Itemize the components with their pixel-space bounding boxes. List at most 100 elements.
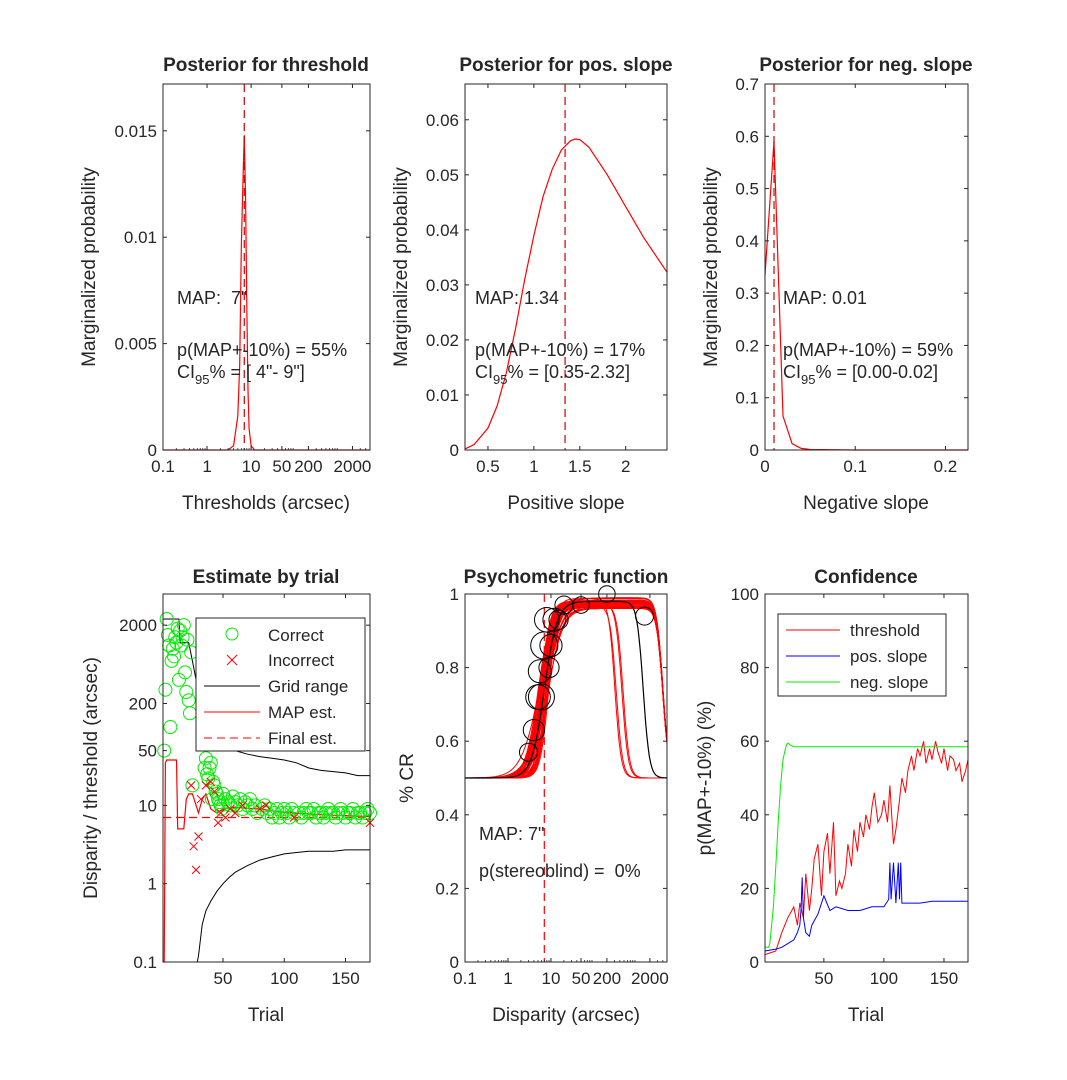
incorrect-mark-stroke — [210, 787, 219, 796]
ci-rest: % = [0.00-0.02] — [815, 362, 938, 382]
incorrect-mark-stroke — [196, 794, 206, 804]
x-axis-label: Thresholds (arcsec) — [182, 493, 350, 514]
incorrect-mark-stroke — [230, 808, 240, 818]
y-tick-label: 0.005 — [114, 335, 157, 354]
panel-pos-slope-posterior: Posterior for pos. slope 0.5 1 1.5 200.010.… — [391, 55, 673, 514]
legend-label-correct: Correct — [268, 626, 324, 645]
x-tick-label: 100 — [870, 969, 898, 988]
axis-ticks: 50 100 150 0.1 1 10 50 200 2000 — [119, 594, 370, 988]
ci-prefix: CI — [475, 362, 493, 382]
incorrect-mark-stroke — [213, 818, 223, 828]
incorrect-trial-marker — [289, 813, 299, 822]
y-axis-label: Marginalized probability — [701, 167, 722, 367]
pmap-annotation: p(MAP+-10%) = 17% — [475, 340, 645, 360]
y-tick-label: 0.02 — [426, 331, 459, 350]
y-tick-label: 0.2 — [735, 336, 759, 355]
legend-box — [195, 617, 366, 752]
y-tick-label: 0.01 — [426, 386, 459, 405]
x-tick-label: 2 — [621, 457, 630, 476]
correct-trial-marker — [269, 801, 284, 816]
correct-trial-marker — [160, 627, 175, 642]
x-tick-label: 150 — [930, 969, 958, 988]
map-annotation: MAP: 0.01 — [783, 288, 867, 308]
correct-trial-marker — [282, 810, 297, 825]
confidence-line-pos-slope — [764, 862, 968, 952]
y-tick-label: 80 — [740, 659, 759, 678]
correct-trial-marker — [287, 805, 302, 820]
correct-trial-marker — [331, 805, 346, 820]
y-tick-label: 0.1 — [133, 953, 157, 972]
y-tick-label: 0.1 — [735, 389, 759, 408]
y-tick-label: 50 — [138, 742, 157, 761]
incorrect-mark-stroke — [226, 804, 235, 814]
x-axis-label: Positive slope — [507, 493, 624, 514]
data-point-marker — [635, 606, 655, 626]
axes-box — [162, 83, 371, 451]
y-axis-label: Marginalized probability — [79, 167, 100, 367]
y-tick-label: 0 — [750, 953, 759, 972]
ci-subscript: 95 — [195, 372, 209, 387]
map-estimate-line — [163, 759, 371, 963]
panel-threshold-posterior: Posterior for threshold 0.1 1 10 50 200 20000… — [79, 55, 371, 514]
map-annotation: MAP: 7" — [479, 824, 544, 844]
axis-ticks: 0.1 1 10 50 200 2000 0 0.005 0.01 0.015 — [114, 84, 371, 476]
confidence-line-threshold — [764, 741, 969, 956]
stereoblind-annotation: p(stereoblind) = 0% — [479, 861, 641, 881]
y-tick-label: 100 — [731, 585, 759, 604]
panel-title: Confidence — [814, 567, 917, 588]
data-point-marker — [548, 609, 569, 630]
x-tick-label: 50 — [814, 969, 833, 988]
legend-label-neg-slope: neg. slope — [850, 673, 928, 692]
ci-annotation: CI95% = [ 4"- 9"] — [177, 362, 305, 387]
incorrect-trial-marker — [201, 781, 211, 790]
y-tick-label: 10 — [138, 796, 157, 815]
y-tick-label: 0 — [450, 953, 459, 972]
map-annotation: MAP: 1.34 — [475, 288, 559, 308]
legend-label-map-est: MAP est. — [268, 703, 337, 722]
correct-trial-marker — [208, 784, 223, 799]
incorrect-trial-marker — [221, 813, 230, 822]
data-point-marker — [534, 606, 560, 633]
x-tick-label: 2000 — [334, 457, 372, 476]
y-axis-label: % CR — [397, 753, 418, 803]
x-tick-label: 50 — [214, 969, 233, 988]
legend-label-threshold: threshold — [850, 621, 920, 640]
data-point-marker — [538, 657, 560, 679]
panel-confidence: Confidence 50 100 150 0 20 40 60 80 100 Trial p(… — [695, 567, 969, 1026]
axis-ticks: 0.1 1 10 50 200 2000 0 0.2 0.4 0.6 0.8 1 — [435, 585, 668, 988]
ci-annotation: CI95% = [0.00-0.02] — [783, 362, 938, 387]
correct-trial-marker — [333, 801, 348, 816]
correct-trial-marker — [157, 743, 172, 758]
y-axis-label: Disparity / threshold (arcsec) — [81, 657, 102, 899]
x-tick-label: 10 — [542, 969, 561, 988]
y-tick-label: 0 — [148, 441, 157, 460]
incorrect-trial-marker — [238, 801, 247, 810]
correct-trial-marker — [163, 720, 178, 735]
legend: threshold pos. slope neg. slope — [777, 613, 947, 697]
incorrect-mark-stroke — [221, 813, 230, 822]
y-tick-label: 40 — [740, 806, 759, 825]
y-tick-label: 0.5 — [735, 180, 759, 199]
grid-range-lower-line — [163, 849, 370, 963]
plot-area: 0.5 1 1.5 2 0 0.01 0.02 0.03 0.04 0.05 0.06 — [426, 84, 668, 476]
panel-title: Posterior for pos. slope — [459, 55, 672, 76]
data-point-marker — [542, 607, 567, 632]
y-tick-label: 200 — [129, 694, 157, 713]
x-tick-label: 0.1 — [151, 457, 175, 476]
y-tick-label: 0.2 — [435, 879, 459, 898]
incorrect-trial-marker — [210, 787, 219, 796]
correct-trial-marker — [274, 805, 289, 820]
x-axis-label: Negative slope — [803, 493, 929, 514]
plot-area: 50 100 150 0.1 1 10 50 200 2000 — [119, 594, 377, 988]
incorrect-trial-marker — [194, 832, 203, 841]
axes-box — [464, 593, 668, 963]
correct-trial-marker — [306, 801, 321, 816]
correct-trial-marker — [321, 801, 336, 816]
incorrect-mark-stroke — [191, 865, 201, 875]
plot-area: 0.1 1 10 50 200 2000 0 0.005 0.01 0.015 — [114, 84, 371, 476]
incorrect-mark-stroke — [189, 841, 198, 851]
ci-annotation: CI95% = [0.35-2.32] — [475, 362, 630, 387]
correct-trial-marker — [167, 649, 182, 664]
map-psychometric-curve — [465, 600, 667, 779]
